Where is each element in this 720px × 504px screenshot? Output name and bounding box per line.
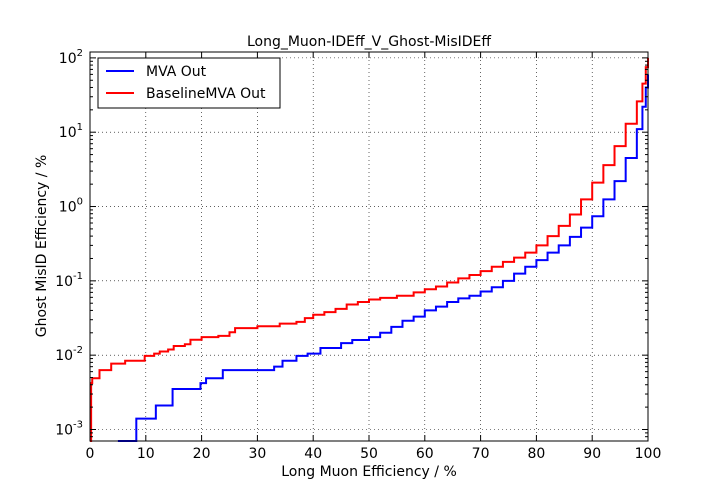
x-tick-label: 50: [360, 446, 378, 462]
axis-ticks: 0 10 20 30 40 50 60 70 80 90 100 10-3 10-2 10-1 100 101…: [55, 48, 661, 462]
legend-box: [97, 57, 281, 109]
y-tick-label: 10-3: [55, 419, 83, 438]
chart-title: Long_Muon-IDEff_V_Ghost-MisIDEff: [247, 34, 491, 50]
x-tick-label: 100: [635, 446, 662, 462]
legend-label-mva: MVA Out: [146, 64, 207, 80]
x-tick-label: 80: [527, 446, 545, 462]
x-tick-label: 40: [304, 446, 322, 462]
x-tick-label: 0: [86, 446, 95, 462]
y-tick-label: 10-2: [55, 345, 83, 364]
x-tick-label: 20: [193, 446, 211, 462]
series-line-0: [117, 74, 649, 442]
x-tick-label: 90: [583, 446, 601, 462]
x-tick-label: 70: [472, 446, 490, 462]
x-axis-label: Long Muon Efficiency / %: [281, 464, 457, 480]
x-tick-label: 30: [248, 446, 266, 462]
legend: MVA Out BaselineMVA Out: [97, 57, 281, 109]
y-axis-label: Ghost MisID Efficiency / %: [34, 155, 50, 338]
x-tick-label: 10: [137, 446, 155, 462]
legend-label-baseline: BaselineMVA Out: [146, 86, 266, 102]
y-tick-label: 101: [59, 122, 83, 141]
y-tick-label: 102: [59, 48, 83, 67]
plot-frame: [89, 51, 649, 442]
x-tick-label: 60: [416, 446, 434, 462]
y-tick-label: 10-1: [55, 271, 83, 290]
y-tick-label: 100: [59, 197, 83, 216]
series-layer: [90, 57, 649, 442]
series-line-1: [90, 57, 649, 442]
